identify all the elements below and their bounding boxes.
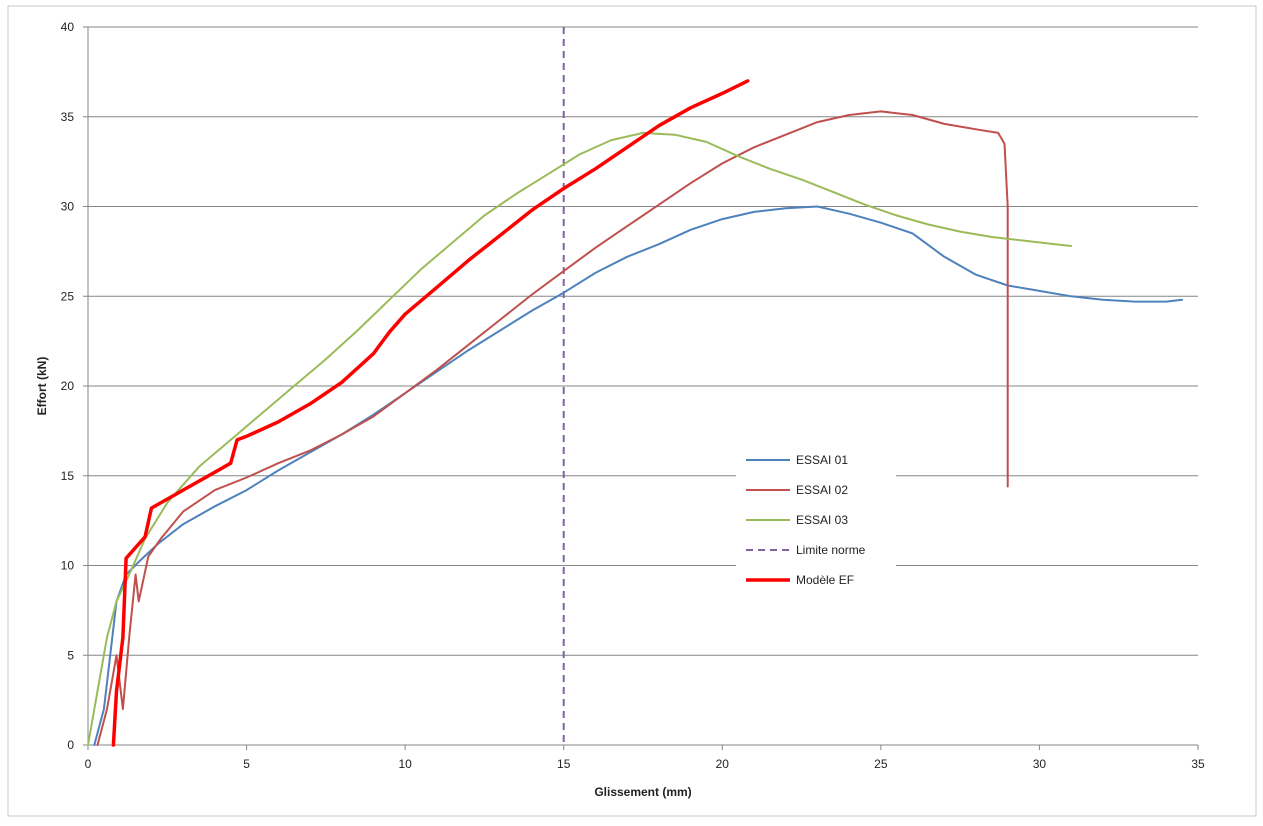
y-tick-label: 35 — [61, 110, 75, 124]
x-tick-label: 15 — [557, 757, 571, 771]
legend-label: ESSAI 01 — [796, 453, 848, 467]
series-lines — [87, 79, 1184, 747]
legend-label: ESSAI 02 — [796, 483, 848, 497]
gridlines — [88, 26, 1198, 656]
x-tick-label: 0 — [85, 757, 92, 771]
y-tick-labels: 0 5 10 15 20 25 30 35 40 — [61, 20, 88, 752]
series-line-3 — [87, 131, 1073, 746]
legend: ESSAI 01 ESSAI 02 ESSAI 03 Limite norme Modè… — [736, 445, 896, 597]
y-tick-label: 10 — [61, 559, 75, 573]
legend-label: Modèle EF — [796, 573, 854, 587]
y-tick-label: 15 — [61, 469, 75, 483]
y-tick-label: 0 — [67, 738, 74, 752]
y-tick-label: 25 — [61, 289, 75, 303]
series-line-2 — [96, 110, 1009, 746]
x-tick-label: 35 — [1191, 757, 1205, 771]
y-tick-label: 5 — [67, 648, 74, 662]
legend-label: Limite norme — [796, 543, 866, 557]
y-tick-label: 30 — [61, 200, 75, 214]
series-line-4 — [111, 79, 750, 747]
x-tick-label: 25 — [874, 757, 888, 771]
x-tick-label: 10 — [398, 757, 412, 771]
series-line-1 — [93, 205, 1184, 746]
y-axis-title: Effort (kN) — [35, 357, 49, 416]
x-tick-label: 5 — [243, 757, 250, 771]
x-axis-title: Glissement (mm) — [594, 785, 691, 799]
y-tick-label: 20 — [61, 379, 75, 393]
x-tick-label: 20 — [716, 757, 730, 771]
x-tick-label: 30 — [1033, 757, 1047, 771]
legend-label: ESSAI 03 — [796, 513, 848, 527]
y-tick-label: 40 — [61, 20, 75, 34]
